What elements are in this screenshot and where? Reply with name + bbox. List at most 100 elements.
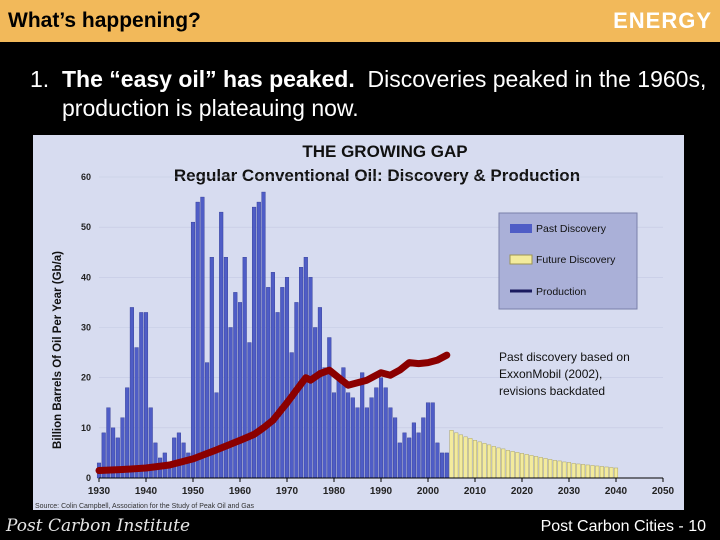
past-discovery-bar [153,442,158,479]
past-discovery-bar [237,302,243,479]
past-discovery-bar [242,257,247,479]
future-discovery-bar [581,464,586,479]
future-discovery-bar [529,455,534,479]
future-discovery-bar [458,434,463,479]
past-discovery-bar [209,257,214,479]
past-discovery-bar [350,397,355,479]
y-axis-label: Billion Barrels Of Oil Per Year (Gb/a) [52,251,64,449]
slide-header: What’s happening? ENERGY [0,0,720,42]
legend-swatch-future [509,254,533,265]
past-discovery-bar [346,392,351,479]
future-discovery-bar [477,441,482,479]
chart-title: THE GROWING GAP [302,142,467,161]
future-discovery-bar [505,450,510,479]
past-discovery-bar [425,402,431,479]
x-tick-label: 1970 [276,486,299,497]
past-discovery-bar [172,437,177,479]
past-discovery-bar [360,372,365,479]
past-discovery-bar [430,402,435,479]
future-discovery-bar [613,467,619,479]
legend: Past Discovery Future Discovery Producti… [498,212,638,310]
past-discovery-bar [214,392,219,479]
future-discovery-bar [576,463,581,479]
past-discovery-bar [383,387,388,479]
past-discovery-bar [143,312,149,479]
past-discovery-bar [331,392,337,479]
past-discovery-bar [303,257,308,479]
past-discovery-bar [322,367,327,479]
y-tick-label: 60 [81,172,91,182]
x-tick-label: 1940 [135,486,158,497]
future-discovery-bar [496,447,501,479]
future-discovery-bar [463,436,468,479]
past-discovery-bar [313,327,318,479]
future-discovery-bar [491,446,496,479]
past-discovery-bar [416,432,421,479]
future-discovery-bar [566,462,572,479]
past-discovery-bar [125,387,130,479]
x-tick-label: 2020 [511,486,534,497]
past-discovery-bar [402,432,407,479]
x-tick-label: 1960 [229,486,252,497]
x-tick-label: 1950 [182,486,205,497]
past-discovery-bar [167,467,172,479]
x-tick-label: 1980 [323,486,346,497]
past-discovery-bar [233,292,238,479]
chart-svg: THE GROWING GAP Regular Conventional Oil… [33,135,684,510]
past-discovery-bar [407,437,412,479]
past-discovery-bar [393,417,398,479]
past-discovery-bar [289,352,294,479]
future-discovery-bar [472,440,478,479]
past-discovery-bar [284,277,290,479]
future-discovery-bar [501,448,506,479]
footer-logo: Post Carbon Institute [6,516,191,536]
slide-footer: Post Carbon Institute Post Carbon Cities… [0,510,720,540]
x-tick-label: 2000 [417,486,440,497]
past-discovery-bar [256,201,261,479]
bullet-rest: Discoveries peaked in the 1960s, product… [62,66,707,121]
y-tick-label: 30 [81,323,91,333]
future-discovery-bar [599,466,604,479]
future-discovery-bar [519,453,525,479]
section-label: ENERGY [613,8,712,33]
future-discovery-bar [548,459,553,479]
x-axis-ticks: 1930 1940 1950 1960 1970 1980 1990 2000 2010 2020… [88,478,675,497]
future-discovery-bar [595,465,600,479]
past-discovery-bar [397,442,402,479]
y-tick-label: 50 [81,222,91,232]
future-discovery-bar [515,452,520,479]
chart-annotation: Past discovery based on ExxonMobil (2002)… [499,350,630,398]
future-discovery-bar [543,458,548,479]
x-tick-label: 2050 [652,486,675,497]
future-discovery-bar [552,460,557,479]
x-tick-label: 1930 [88,486,111,497]
past-discovery-bar [369,397,374,479]
future-discovery-bar [538,457,543,479]
past-discovery-bar [261,191,266,479]
future-discovery-bar [524,454,529,479]
y-tick-label: 10 [81,423,91,433]
bullet-number: 1. [30,66,50,92]
future-discovery-bar [482,443,487,479]
future-discovery-bar [604,466,609,479]
bullet-bold: The “easy oil” has peaked. [62,66,355,92]
past-discovery-bar [444,452,449,479]
future-discovery-bar [571,463,576,479]
past-discovery-bar [134,347,139,479]
past-discovery-bar [176,432,181,479]
past-discovery-bar [200,196,205,479]
past-discovery-bar [388,407,393,479]
past-discovery-bar [374,387,379,479]
past-discovery-bar [247,342,252,479]
past-discovery-bar [317,307,322,479]
future-discovery-bar [510,451,515,479]
chart-subtitle: Regular Conventional Oil: Discovery & Pr… [174,166,580,185]
future-discovery-bar [534,456,539,479]
y-tick-label: 40 [81,272,91,282]
future-discovery-bar [590,465,595,479]
future-discovery-bar [454,432,459,479]
past-discovery-bar [270,272,275,479]
legend-label-past: Past Discovery [536,223,607,235]
x-tick-label: 2040 [605,486,628,497]
past-discovery-bar [327,337,332,479]
